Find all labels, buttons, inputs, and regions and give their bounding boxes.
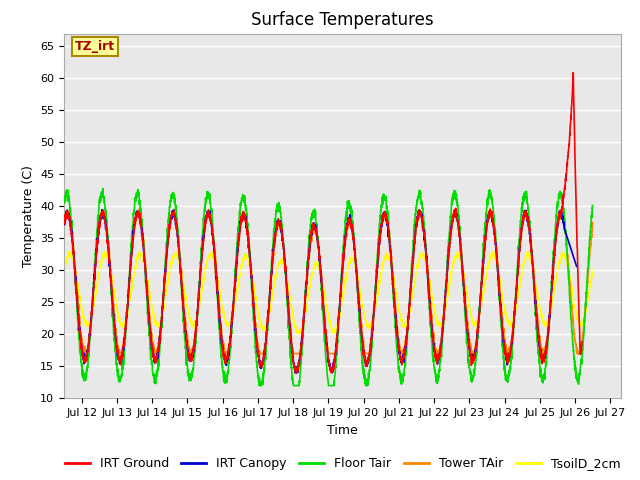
Legend: IRT Ground, IRT Canopy, Floor Tair, Tower TAir, TsoilD_2cm: IRT Ground, IRT Canopy, Floor Tair, Towe… xyxy=(60,452,625,475)
Title: Surface Temperatures: Surface Temperatures xyxy=(251,11,434,29)
X-axis label: Time: Time xyxy=(327,424,358,437)
Y-axis label: Temperature (C): Temperature (C) xyxy=(22,165,35,267)
Text: TZ_irt: TZ_irt xyxy=(75,40,115,53)
